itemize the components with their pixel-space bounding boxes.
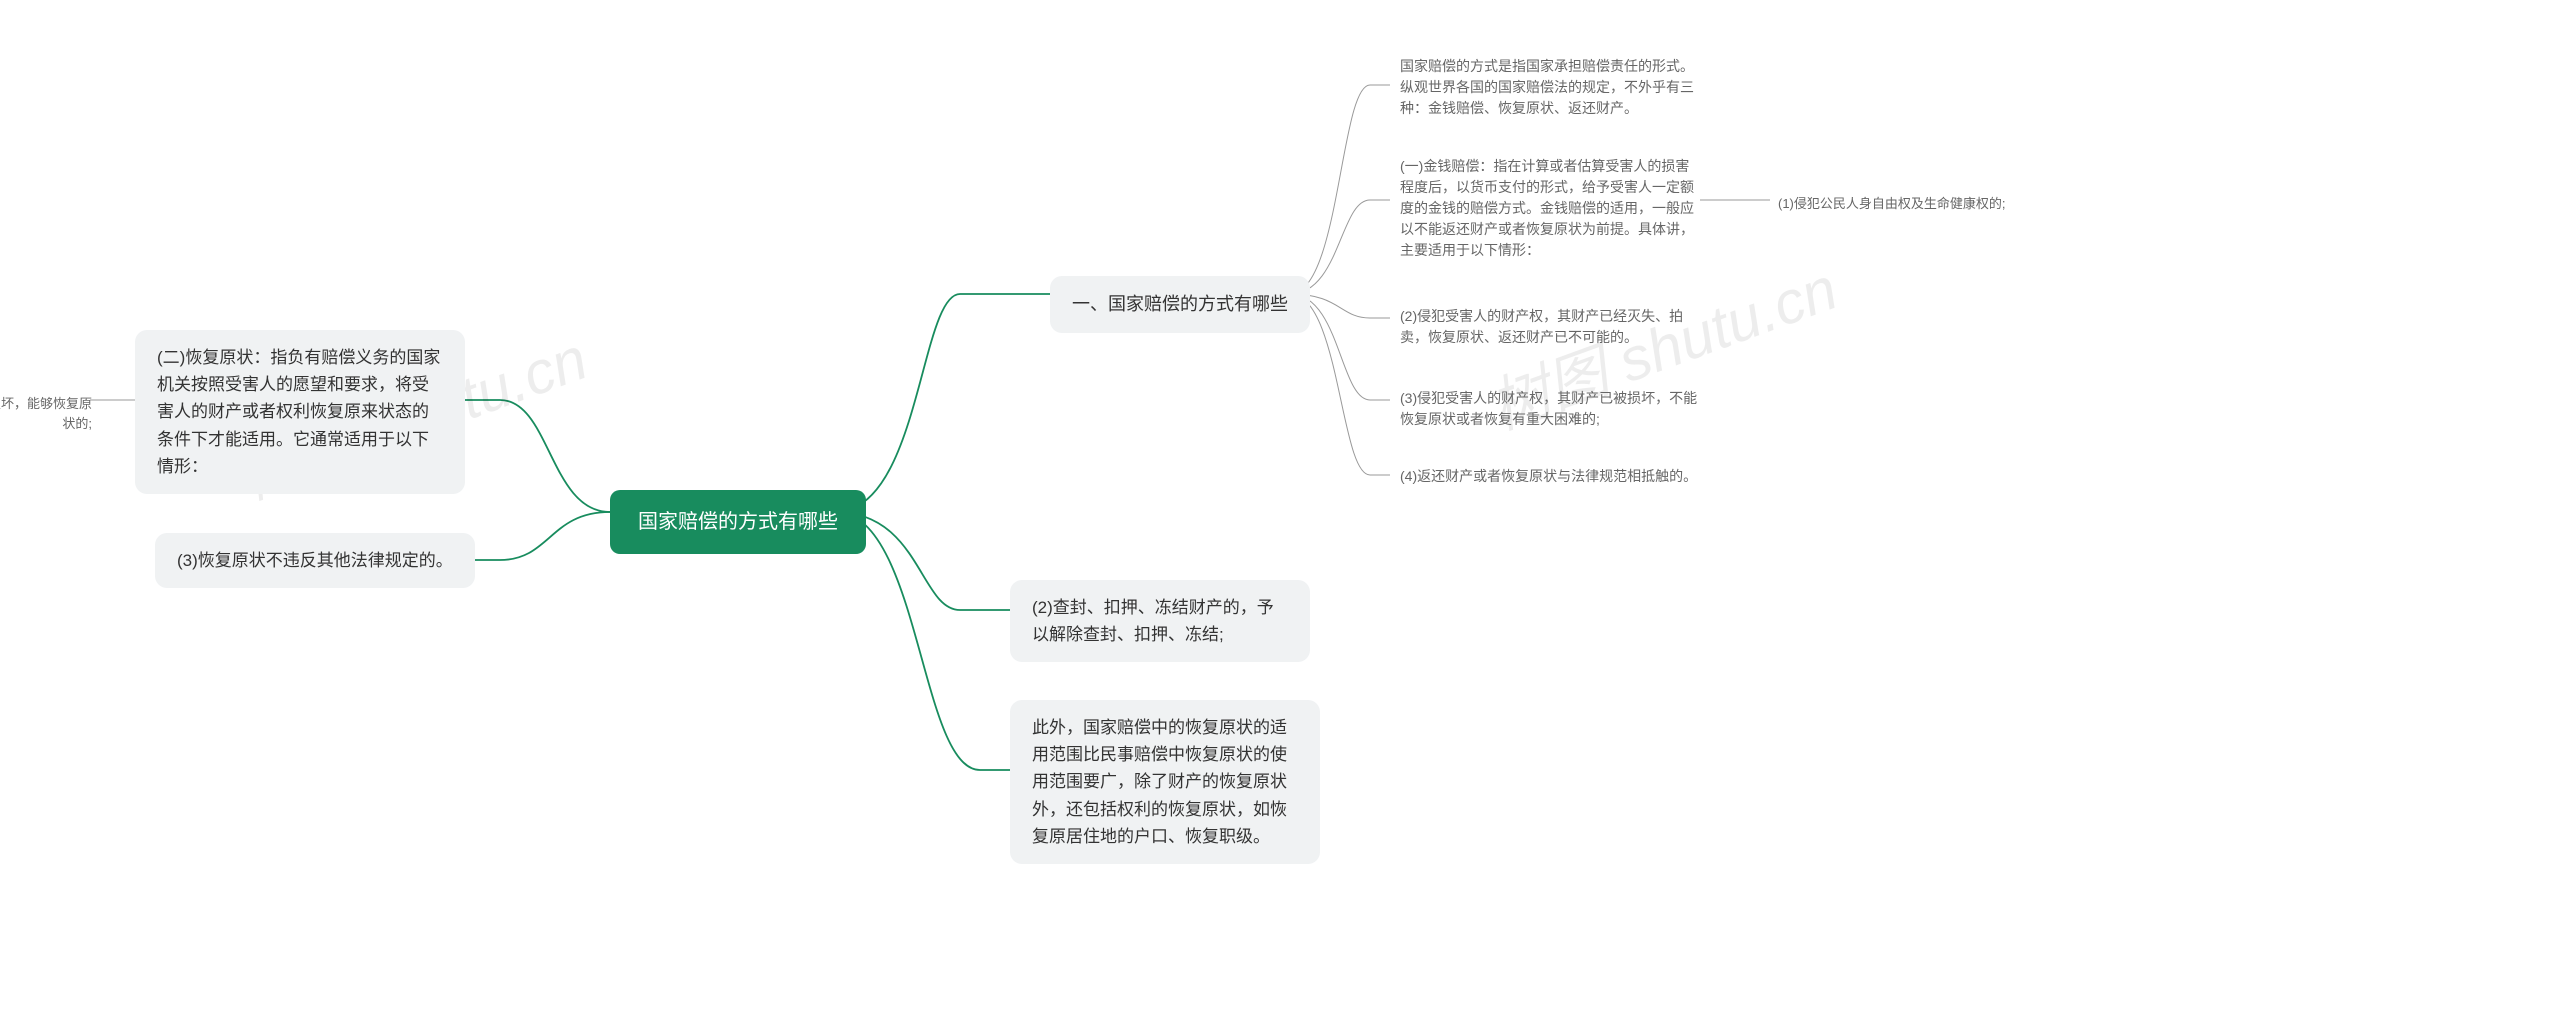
branch-left-1-child1[interactable]: (1)应当返还的财产被损坏，能够恢复原状的; xyxy=(0,390,100,437)
branch-right-2[interactable]: (2)查封、扣押、冻结财产的，予以解除查封、扣押、冻结; xyxy=(1010,580,1310,662)
branch-r1-child2-text: (一)金钱赔偿：指在计算或者估算受害人的损害程度后，以货币支付的形式，给予受害人… xyxy=(1400,158,1694,258)
branch-right-1-text: 一、国家赔偿的方式有哪些 xyxy=(1072,294,1288,314)
branch-r1-child4-text: (3)侵犯受害人的财产权，其财产已被损坏，不能恢复原状或者恢复有重大困难的; xyxy=(1400,390,1697,427)
branch-left-1[interactable]: (二)恢复原状：指负有赔偿义务的国家机关按照受害人的愿望和要求，将受害人的财产或… xyxy=(135,330,465,494)
branch-right-3[interactable]: 此外，国家赔偿中的恢复原状的适用范围比民事赔偿中恢复原状的使用范围要广，除了财产… xyxy=(1010,700,1320,864)
branch-left-1-child1-text: (1)应当返还的财产被损坏，能够恢复原状的; xyxy=(0,396,92,431)
center-node-text: 国家赔偿的方式有哪些 xyxy=(638,511,838,533)
branch-r1-child1[interactable]: 国家赔偿的方式是指国家承担赔偿责任的形式。纵观世界各国的国家赔偿法的规定，不外乎… xyxy=(1390,50,1710,125)
branch-r1-child4[interactable]: (3)侵犯受害人的财产权，其财产已被损坏，不能恢复原状或者恢复有重大困难的; xyxy=(1390,382,1710,436)
center-node[interactable]: 国家赔偿的方式有哪些 xyxy=(610,490,866,554)
branch-r1-child1-text: 国家赔偿的方式是指国家承担赔偿责任的形式。纵观世界各国的国家赔偿法的规定，不外乎… xyxy=(1400,58,1694,116)
branch-right-1[interactable]: 一、国家赔偿的方式有哪些 xyxy=(1050,276,1310,333)
branch-r1-child2-sub-text: (1)侵犯公民人身自由权及生命健康权的; xyxy=(1778,196,2006,211)
branch-r1-child5-text: (4)返还财产或者恢复原状与法律规范相抵触的。 xyxy=(1400,468,1697,484)
branch-right-2-text: (2)查封、扣押、冻结财产的，予以解除查封、扣押、冻结; xyxy=(1032,598,1274,644)
branch-r1-child5[interactable]: (4)返还财产或者恢复原状与法律规范相抵触的。 xyxy=(1390,460,1707,493)
branch-r1-child3[interactable]: (2)侵犯受害人的财产权，其财产已经灭失、拍卖，恢复原状、返还财产已不可能的。 xyxy=(1390,300,1710,354)
branch-r1-child2[interactable]: (一)金钱赔偿：指在计算或者估算受害人的损害程度后，以货币支付的形式，给予受害人… xyxy=(1390,150,1710,267)
branch-r1-child2-sub[interactable]: (1)侵犯公民人身自由权及生命健康权的; xyxy=(1770,190,2014,218)
branch-right-3-text: 此外，国家赔偿中的恢复原状的适用范围比民事赔偿中恢复原状的使用范围要广，除了财产… xyxy=(1032,718,1287,846)
branch-left-2-text: (3)恢复原状不违反其他法律规定的。 xyxy=(177,551,453,570)
branch-left-2[interactable]: (3)恢复原状不违反其他法律规定的。 xyxy=(155,533,475,588)
connector-layer xyxy=(0,0,2560,1025)
branch-left-1-text: (二)恢复原状：指负有赔偿义务的国家机关按照受害人的愿望和要求，将受害人的财产或… xyxy=(157,348,440,476)
branch-r1-child3-text: (2)侵犯受害人的财产权，其财产已经灭失、拍卖，恢复原状、返还财产已不可能的。 xyxy=(1400,308,1683,345)
